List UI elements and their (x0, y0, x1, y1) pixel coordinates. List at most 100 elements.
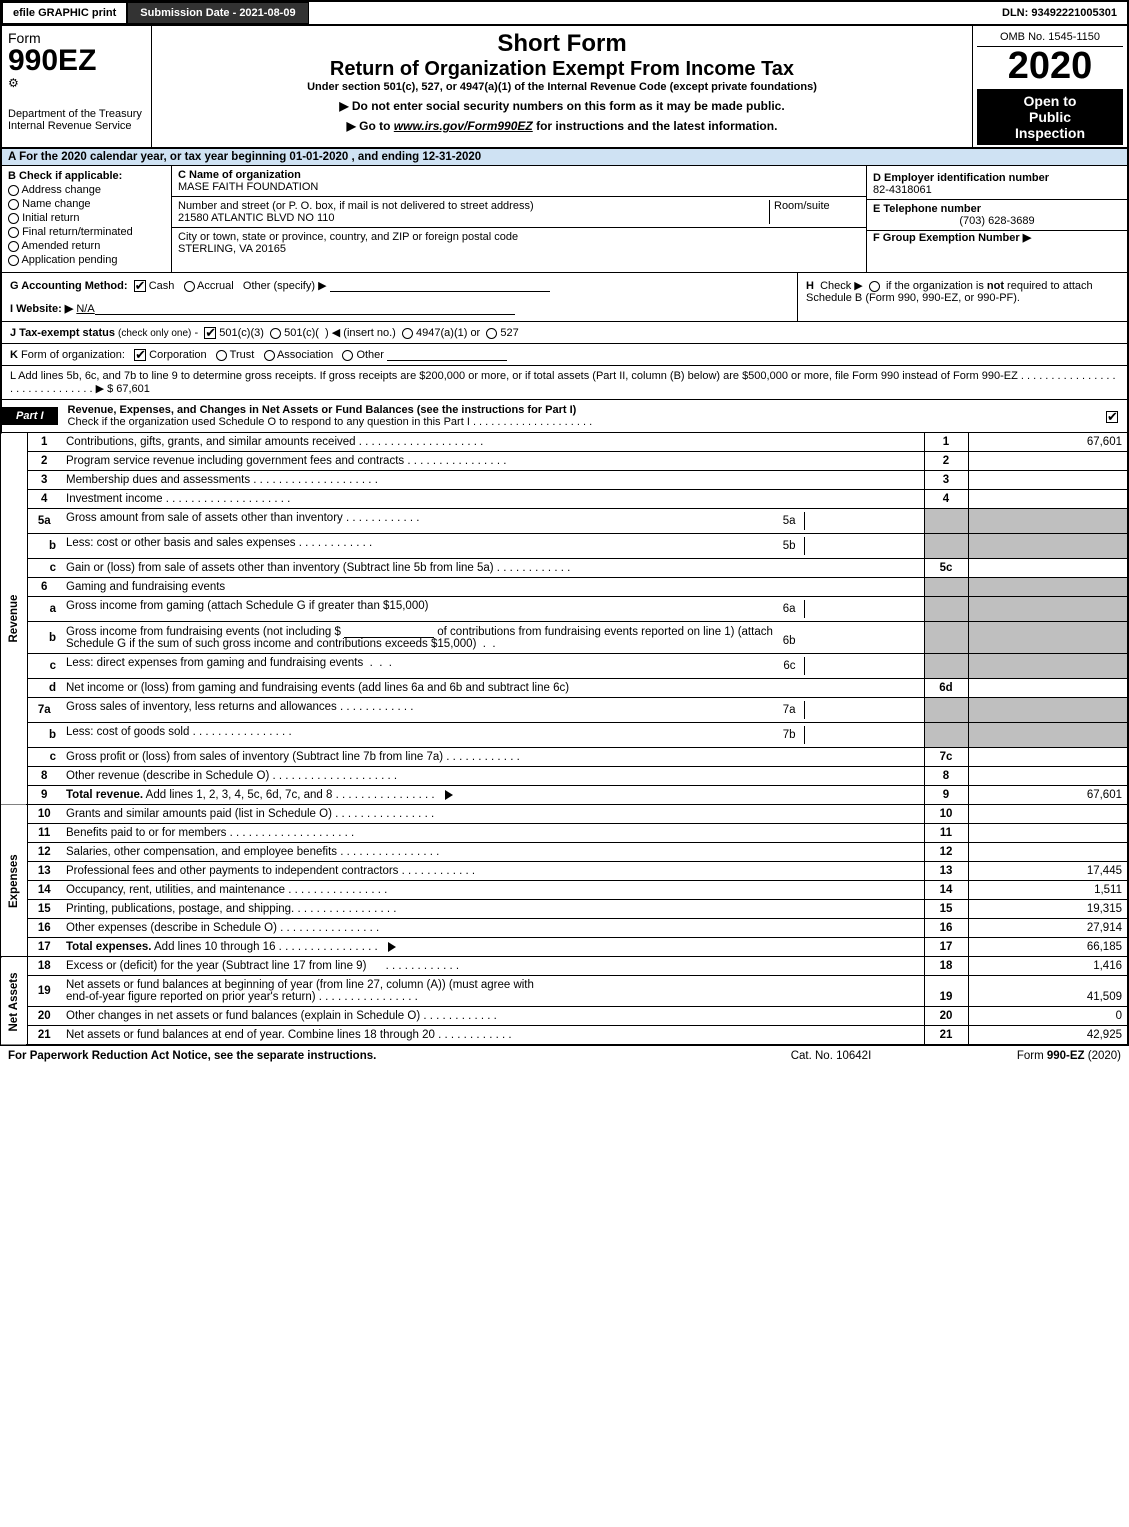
chk-initial-return[interactable]: Initial return (8, 212, 165, 224)
e-label: E Telephone number (873, 203, 981, 215)
street-label: Number and street (or P. O. box, if mail… (178, 200, 534, 212)
dept-treasury: Department of the Treasury (8, 108, 145, 120)
row-13: 13 Professional fees and other payments … (1, 862, 1128, 881)
chk-final-return[interactable]: Final return/terminated (8, 226, 165, 238)
l-line: L Add lines 5b, 6c, and 7b to line 9 to … (0, 366, 1129, 400)
row-5c: c Gain or (loss) from sale of assets oth… (1, 559, 1128, 578)
arrow-icon (445, 790, 453, 800)
row-6: 6 Gaming and fundraising events (1, 578, 1128, 597)
f-label: F Group Exemption Number ▶ (873, 232, 1031, 244)
d-block: D Employer identification number 82-4318… (867, 169, 1127, 200)
under-section: Under section 501(c), 527, or 4947(a)(1)… (158, 81, 966, 93)
chk-name-change[interactable]: Name change (8, 198, 165, 210)
chk-h-not-required[interactable] (869, 281, 880, 292)
part-i-schedO-check[interactable] (1097, 408, 1127, 424)
header-right: OMB No. 1545-1150 2020 Open to Public In… (972, 26, 1127, 147)
row-6a: a Gross income from gaming (attach Sched… (1, 597, 1128, 622)
row-2: 2 Program service revenue including gove… (1, 452, 1128, 471)
row-17: 17 Total expenses. Add lines 10 through … (1, 938, 1128, 957)
section-b: B Check if applicable: Address change Na… (2, 166, 172, 272)
row-10: Expenses 10 Grants and similar amounts p… (1, 805, 1128, 824)
page-footer: For Paperwork Reduction Act Notice, see … (0, 1046, 1129, 1066)
row-3: 3 Membership dues and assessments 3 (1, 471, 1128, 490)
part-i-header: Part I Revenue, Expenses, and Changes in… (0, 400, 1129, 433)
row-15: 15 Printing, publications, postage, and … (1, 900, 1128, 919)
row-19: 19 Net assets or fund balances at beginn… (1, 976, 1128, 1007)
chk-other-org[interactable] (342, 350, 353, 361)
row-11: 11 Benefits paid to or for members 11 (1, 824, 1128, 843)
row-18: Net Assets 18 Excess or (deficit) for th… (1, 957, 1128, 976)
row-20: 20 Other changes in net assets or fund b… (1, 1007, 1128, 1026)
chk-accrual[interactable] (184, 281, 195, 292)
row-g-h: G Accounting Method: Cash Accrual Other … (0, 273, 1129, 322)
chk-association[interactable] (264, 350, 275, 361)
open-public-badge: Open to Public Inspection (977, 89, 1123, 145)
tax-year: 2020 (977, 47, 1123, 85)
f-block: F Group Exemption Number ▶ (873, 231, 1121, 244)
row-6b: b Gross income from fundraising events (… (1, 622, 1128, 654)
row-7c: c Gross profit or (loss) from sales of i… (1, 748, 1128, 767)
chk-4947[interactable] (402, 328, 413, 339)
chk-application-pending[interactable]: Application pending (8, 254, 165, 266)
chk-amended-return[interactable]: Amended return (8, 240, 165, 252)
row-4: 4 Investment income 4 (1, 490, 1128, 509)
topbar-left: efile GRAPHIC print Submission Date - 20… (2, 2, 309, 24)
part-i-title: Revenue, Expenses, and Changes in Net As… (68, 400, 1097, 432)
chk-corporation[interactable] (134, 349, 146, 361)
c-name-label: C Name of organization (178, 169, 301, 181)
city-label: City or town, state or province, country… (178, 231, 518, 243)
chk-trust[interactable] (216, 350, 227, 361)
row-6c: c Less: direct expenses from gaming and … (1, 654, 1128, 679)
return-title: Return of Organization Exempt From Incom… (158, 58, 966, 81)
row-7b: b Less: cost of goods sold 7b (1, 723, 1128, 748)
row-5b: b Less: cost or other basis and sales ex… (1, 534, 1128, 559)
submission-date-badge: Submission Date - 2021-08-09 (127, 2, 308, 24)
section-def: D Employer identification number 82-4318… (867, 166, 1127, 272)
d-label: D Employer identification number (873, 172, 1049, 184)
city-value: STERLING, VA 20165 (178, 243, 286, 255)
org-name: MASE FAITH FOUNDATION (178, 181, 318, 193)
amt-1: 67,601 (968, 433, 1128, 452)
street-value: 21580 ATLANTIC BLVD NO 110 (178, 212, 335, 224)
h-block: H Check ▶ if the organization is not req… (797, 273, 1127, 321)
row-12: 12 Salaries, other compensation, and emp… (1, 843, 1128, 862)
chk-address-change[interactable]: Address change (8, 184, 165, 196)
header-left: Form 990EZ ⚙ Department of the Treasury … (2, 26, 152, 147)
chk-cash[interactable] (134, 280, 146, 292)
row-9: 9 Total revenue. Add lines 1, 2, 3, 4, 5… (1, 786, 1128, 805)
chk-501c[interactable] (270, 328, 281, 339)
footer-catno: Cat. No. 10642I (741, 1050, 921, 1062)
header-center: Short Form Return of Organization Exempt… (152, 26, 972, 147)
g-block: G Accounting Method: Cash Accrual Other … (2, 273, 797, 321)
chk-527[interactable] (486, 328, 497, 339)
chk-501c3[interactable] (204, 327, 216, 339)
e-block: E Telephone number (703) 628-3689 (867, 200, 1127, 231)
b-label: B Check if applicable: (8, 170, 122, 182)
c-street-block: Number and street (or P. O. box, if mail… (172, 197, 866, 228)
irs-logo-area: ⚙ (8, 76, 145, 90)
phone-value: (703) 628-3689 (873, 215, 1121, 227)
goto-line: ▶ Go to www.irs.gov/Form990EZ for instru… (158, 119, 966, 133)
part-i-checkline: Check if the organization used Schedule … (68, 416, 593, 428)
form-header: Form 990EZ ⚙ Department of the Treasury … (0, 26, 1129, 149)
row-6d: d Net income or (loss) from gaming and f… (1, 679, 1128, 698)
top-bar: efile GRAPHIC print Submission Date - 20… (0, 0, 1129, 26)
footer-formno: Form 990-EZ (2020) (921, 1050, 1121, 1062)
short-form-title: Short Form (158, 30, 966, 58)
form-number: 990EZ (8, 46, 145, 76)
footer-paperwork: For Paperwork Reduction Act Notice, see … (8, 1050, 741, 1062)
row-16: 16 Other expenses (describe in Schedule … (1, 919, 1128, 938)
c-name-block: C Name of organization MASE FAITH FOUNDA… (172, 166, 866, 197)
other-specify-line[interactable] (330, 279, 550, 292)
j-line: J Tax-exempt status (check only one) - 5… (0, 322, 1129, 344)
g-label: G Accounting Method: (10, 280, 128, 292)
sidelabel-expenses: Expenses (1, 805, 27, 957)
section-c: C Name of organization MASE FAITH FOUNDA… (172, 166, 867, 272)
k-line: K Form of organization: Corporation Trus… (0, 344, 1129, 366)
ein-value: 82-4318061 (873, 184, 932, 196)
part-i-table: Revenue 1 Contributions, gifts, grants, … (0, 433, 1129, 1046)
sidelabel-revenue: Revenue (1, 433, 27, 805)
efile-button[interactable]: efile GRAPHIC print (2, 2, 127, 24)
i-label: I Website: ▶ (10, 303, 73, 315)
part-i-tab: Part I (2, 407, 58, 425)
